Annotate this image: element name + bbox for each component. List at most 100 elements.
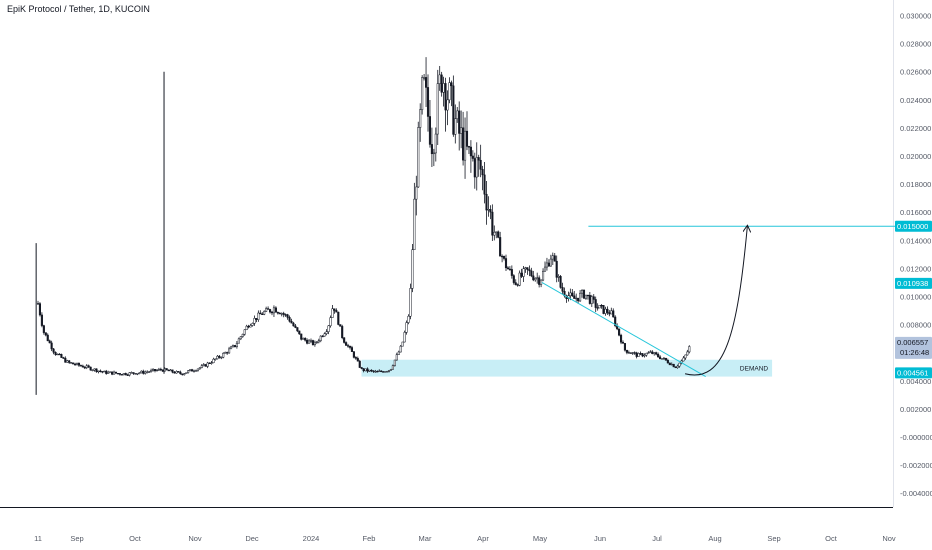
candle-body — [553, 255, 556, 262]
candle-body — [345, 342, 348, 346]
candle-body — [317, 340, 320, 343]
candle-body — [192, 370, 196, 372]
candle-body — [645, 352, 648, 356]
candle-body — [352, 351, 355, 358]
candle-body — [528, 269, 531, 272]
candle-body — [473, 158, 476, 178]
candle-body — [479, 159, 482, 170]
candle-body — [331, 308, 334, 318]
candle-body — [612, 310, 615, 318]
x-tick-label: May — [533, 534, 547, 543]
candle-body — [187, 370, 190, 373]
candle-body — [237, 338, 240, 344]
candle-body — [179, 371, 182, 375]
candle-body — [582, 290, 586, 299]
candle-body — [319, 335, 322, 341]
candle-body — [508, 268, 511, 271]
candle-body — [198, 367, 201, 370]
candle-body — [42, 325, 45, 333]
price-tag-label: 0.006557 — [897, 338, 928, 347]
candle-body — [491, 211, 494, 236]
candle-body — [46, 334, 49, 342]
candle-body — [230, 346, 233, 350]
candle-body — [495, 231, 498, 233]
candle-body — [136, 373, 139, 375]
candle-body — [257, 312, 260, 320]
candle-body — [348, 345, 352, 348]
candle-body — [620, 334, 623, 343]
x-tick-label: Jul — [652, 534, 662, 543]
candle-body — [214, 358, 217, 360]
candle-body — [364, 368, 367, 372]
candle-body — [432, 152, 435, 155]
candle-body — [321, 335, 324, 338]
candle-body — [670, 363, 673, 366]
candle-body — [649, 351, 652, 353]
candle-body — [241, 333, 244, 337]
candle-body — [469, 146, 472, 157]
candle-body — [224, 352, 227, 354]
candle-body — [79, 365, 82, 367]
candle-body — [89, 366, 92, 371]
candle-body — [551, 255, 554, 260]
candle-body — [255, 318, 258, 320]
candle-body — [85, 365, 88, 368]
candle-body — [194, 370, 197, 372]
candle-body — [109, 371, 112, 373]
candle-body — [339, 324, 342, 327]
y-tick-label: -0.004000 — [900, 489, 932, 498]
candle-body — [40, 314, 43, 326]
candle-body — [343, 337, 346, 343]
candle-body — [259, 312, 262, 315]
candle-body — [74, 363, 77, 366]
candle-body — [586, 294, 589, 297]
candle-body — [52, 348, 55, 353]
candle-body — [308, 340, 311, 344]
candle-body — [325, 331, 328, 334]
candle-body — [543, 266, 547, 272]
y-tick-label: 0.008000 — [900, 321, 931, 330]
x-tick-label: Oct — [825, 534, 838, 543]
candle-body — [428, 116, 431, 145]
candle-body — [130, 372, 133, 374]
x-tick-label: Oct — [129, 534, 142, 543]
candle-body — [524, 267, 527, 270]
candle-body — [68, 360, 71, 363]
candle-body — [395, 354, 398, 361]
candle-body — [387, 370, 391, 372]
price-tag-label: 0.015000 — [897, 222, 928, 231]
candle-body — [512, 275, 515, 283]
candle-body — [270, 311, 274, 314]
candle-body — [302, 338, 305, 340]
candle-body — [75, 362, 79, 365]
demand-zone-label: DEMAND — [740, 366, 768, 373]
chart-title: EpiK Protocol / Tether, 1D, KUCOIN — [7, 4, 150, 14]
candle-body — [120, 374, 123, 376]
candle-body — [384, 371, 387, 373]
candle-body — [140, 370, 143, 374]
x-tick-label: Aug — [708, 534, 721, 543]
candle-body — [487, 209, 490, 211]
candle-body — [329, 317, 332, 327]
candle-body — [657, 353, 660, 358]
candle-body — [405, 322, 408, 333]
candle-body — [510, 269, 513, 276]
candle-body — [294, 325, 297, 328]
candle-body — [366, 368, 369, 372]
candle-body — [114, 371, 118, 374]
candle-body — [360, 367, 363, 369]
candle-body — [559, 276, 562, 288]
candle-body — [538, 277, 541, 285]
candle-body — [448, 82, 451, 101]
candle-body — [362, 368, 365, 372]
candle-body — [653, 352, 656, 354]
candle-body — [177, 371, 180, 373]
candle-body — [97, 370, 100, 373]
candle-body — [171, 369, 174, 373]
candle-body — [413, 198, 416, 250]
candle-body — [549, 258, 552, 267]
candle-body — [504, 258, 508, 269]
candle-body — [107, 371, 110, 374]
candle-body — [423, 77, 426, 79]
